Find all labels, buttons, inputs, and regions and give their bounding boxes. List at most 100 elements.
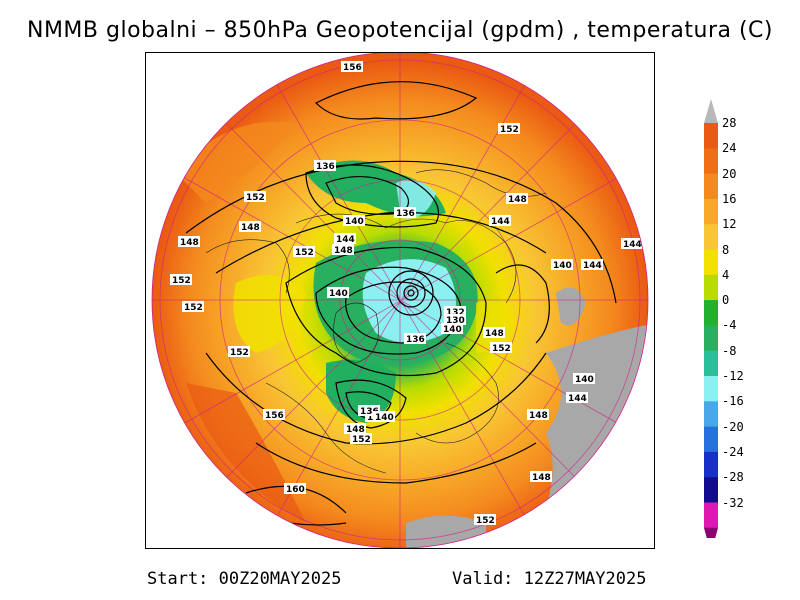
colorbar-label: 0 <box>722 293 730 308</box>
warm-patch <box>186 383 306 523</box>
svg-text:144: 144 <box>623 240 642 250</box>
colorbar-label: 12 <box>722 217 737 232</box>
contour-label: 132 <box>444 306 466 318</box>
colorbar-swatch <box>704 198 718 225</box>
svg-text:152: 152 <box>295 248 314 258</box>
svg-text:130: 130 <box>446 316 465 326</box>
colorbar-label: 28 <box>722 116 737 130</box>
svg-text:136: 136 <box>396 209 415 219</box>
colorbar-label: -4 <box>722 318 737 333</box>
colorbar-bottom-arrow <box>704 527 718 554</box>
svg-text:160: 160 <box>286 485 305 495</box>
contour-label: 152 <box>498 123 520 135</box>
contour-label: 148 <box>344 423 366 435</box>
svg-text:140: 140 <box>345 217 364 227</box>
colorbar-swatch <box>704 148 718 175</box>
colorbar-label: -28 <box>722 470 744 485</box>
svg-text:152: 152 <box>352 435 371 445</box>
colorbar-swatch <box>704 325 718 352</box>
map-disc-border <box>151 53 649 548</box>
contour-label: 136 <box>358 405 380 417</box>
svg-text:136: 136 <box>360 407 379 417</box>
map-panel[interactable]: 156 152 136 148 144 140 136 152 148 148 … <box>145 52 655 549</box>
contour-label: 152 <box>293 246 315 258</box>
colorbar-swatch <box>704 376 718 402</box>
colorbar-label: -16 <box>722 394 744 409</box>
svg-text:152: 152 <box>246 193 265 203</box>
contour-label: 140 <box>327 287 349 299</box>
contour-label: 140 <box>343 215 365 227</box>
contour-label: 152 <box>170 274 192 286</box>
colorbar <box>700 98 780 554</box>
svg-text:148: 148 <box>180 238 199 248</box>
colorbar-swatch <box>704 249 718 276</box>
svg-text:148: 148 <box>485 329 504 339</box>
contour-label: 152 <box>474 514 496 526</box>
valid-time: Valid: 12Z27MAY2025 <box>452 569 647 589</box>
contour-labels: 156 152 136 148 144 140 136 152 148 148 … <box>170 61 643 526</box>
colorbar-swatch <box>704 502 718 529</box>
contour-label: 148 <box>483 327 505 339</box>
colorbar-swatch <box>704 224 718 250</box>
svg-text:148: 148 <box>241 223 260 233</box>
land-no-data <box>556 287 586 326</box>
contour-label: 136 <box>314 160 336 172</box>
yellow-patch <box>233 275 306 353</box>
svg-text:156: 156 <box>343 63 362 73</box>
svg-text:144: 144 <box>568 394 587 404</box>
contour-label: 148 <box>527 409 549 421</box>
svg-text:148: 148 <box>334 246 353 256</box>
svg-text:148: 148 <box>508 195 527 205</box>
graticule <box>152 53 648 548</box>
contour-label: 152 <box>244 191 266 203</box>
polar-map: 156 152 136 148 144 140 136 152 148 148 … <box>151 53 649 548</box>
colorbar-swatch <box>704 426 718 453</box>
page-title: NMMB globalni – 850hPa Geopotencijal (gp… <box>26 18 773 43</box>
svg-text:132: 132 <box>446 308 465 318</box>
svg-text:140: 140 <box>575 375 594 385</box>
svg-text:136: 136 <box>316 162 335 172</box>
colorbar-label: 4 <box>722 267 730 282</box>
colorbar-swatch <box>704 123 718 149</box>
svg-text:152: 152 <box>172 276 191 286</box>
cold-core <box>362 259 456 343</box>
contour-label: 144 <box>621 238 643 250</box>
colorbar-swatch <box>704 350 718 377</box>
contour-label: 144 <box>581 259 603 271</box>
contour-label: 144 <box>334 233 356 245</box>
colorbar-label: -20 <box>722 419 744 434</box>
contour-label: 140 <box>373 411 395 423</box>
svg-text:140: 140 <box>375 413 394 423</box>
svg-text:140: 140 <box>329 289 348 299</box>
contour-label: 148 <box>239 221 261 233</box>
colorbar-top-arrow <box>704 99 718 123</box>
colorbar-label: 20 <box>722 166 737 181</box>
colorbar-label: -32 <box>722 495 744 510</box>
svg-text:156: 156 <box>265 411 284 421</box>
svg-text:144: 144 <box>336 235 355 245</box>
colorbar-swatch <box>704 173 718 200</box>
colorbar-graphic <box>704 99 718 554</box>
contour-label: 140 <box>573 373 595 385</box>
warm-patch <box>176 121 296 203</box>
svg-text:152: 152 <box>230 348 249 358</box>
colorbar-label: 16 <box>722 191 737 206</box>
svg-text:144: 144 <box>583 261 602 271</box>
colorbar-label: 8 <box>722 242 730 257</box>
contour-label: 144 <box>566 392 588 404</box>
contour-label: 156 <box>263 409 285 421</box>
contour-label: 152 <box>350 433 372 445</box>
colorbar-swatch <box>704 477 718 503</box>
svg-text:148: 148 <box>346 425 365 435</box>
svg-text:148: 148 <box>529 411 548 421</box>
contour-label: 148 <box>530 471 552 483</box>
svg-text:152: 152 <box>500 125 519 135</box>
colorbar-label: 24 <box>722 141 737 156</box>
contour-label: 152 <box>490 342 512 354</box>
contour-label: 156 <box>341 61 363 73</box>
contour-label: 140 <box>551 259 573 271</box>
colorbar-label: -12 <box>722 369 744 383</box>
svg-text:148: 148 <box>532 473 551 483</box>
svg-text:140: 140 <box>443 325 462 335</box>
contour-label: 148 <box>506 193 528 205</box>
